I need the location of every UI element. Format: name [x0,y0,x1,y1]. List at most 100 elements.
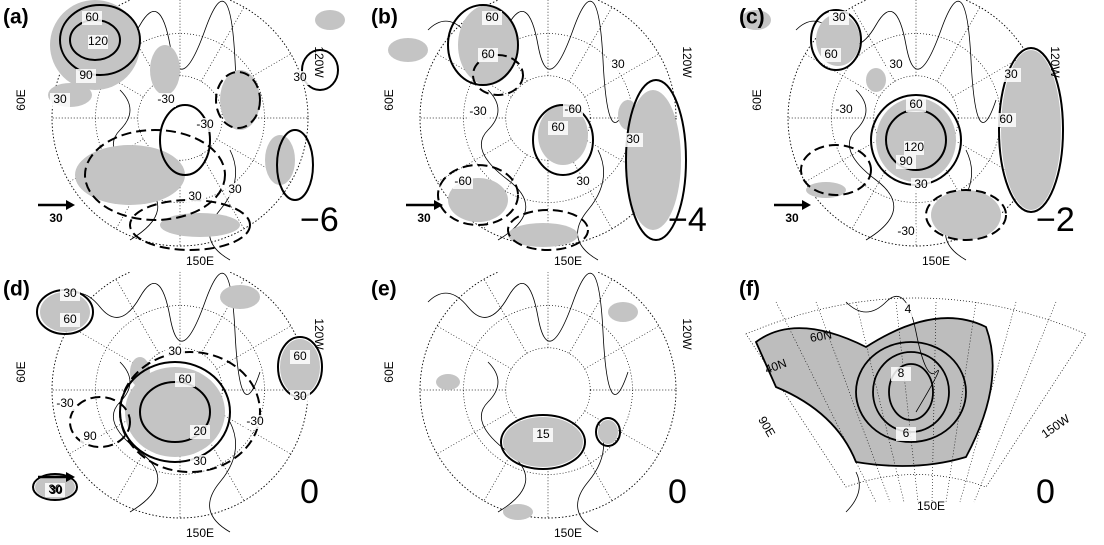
shaded-area [265,135,295,185]
panel-label: (f) [739,278,760,301]
lag-label: −2 [1036,201,1075,239]
coordinate-label: 120W [312,46,326,78]
contour-label: 90 [899,154,913,168]
contour-label: 30 [228,182,242,196]
arrow-head [802,200,811,210]
figure: 601209030-3030-30303060E120W150E(a)−6306… [0,0,1104,545]
coordinate-label: 150W [1039,411,1073,441]
coordinate-label: 120W [680,318,694,350]
shaded-area [150,45,180,95]
contour-label: 30 [168,344,182,358]
meridian [569,279,612,353]
contour-label: 30 [293,389,307,403]
shaded-area [436,374,460,390]
contour-label: 120 [88,34,108,48]
contour-label: -30 [157,92,175,106]
shaded-area [866,68,886,92]
coordinate-label: 120W [312,318,326,350]
coordinate-label: 60E [14,89,28,110]
shaded-area [220,70,260,130]
contour-label: -30 [897,224,915,238]
coordinate-label: 120W [1048,46,1062,78]
map-panel: 3060-3030601209030-30603060E120W150E(c)−… [739,0,1075,268]
shaded-area [160,213,240,237]
contour-label: 30 [576,174,590,188]
contour-label: 60 [824,47,838,61]
coordinate-label: 60E [750,89,764,110]
contour-label: -30 [196,117,214,131]
contour-label: 30 [63,286,77,300]
shaded-area [503,504,533,520]
contour-label: -30 [469,104,487,118]
contour-label: 30 [193,454,207,468]
contour-label: 30 [914,177,928,191]
reference-label: 30 [785,211,799,225]
contour-label: 60 [551,120,565,134]
shaded-area [608,302,638,322]
contour-label: 6 [903,426,910,440]
reference-label: 30 [49,211,63,225]
panel-label: (a) [3,6,29,29]
map-panel: 3060-3060309020-303060303060E120W150E(d)… [3,262,326,540]
meridian [437,411,511,454]
map-body [746,296,1086,512]
coordinate-label: 90E [755,414,778,439]
contour-label: 60 [481,47,495,61]
coordinate-label: 150E [186,254,214,268]
meridian [437,326,511,369]
contour-label: 30 [53,92,67,106]
reference-label: 30 [49,483,63,497]
meridian [437,139,511,182]
lag-label: −6 [300,201,339,239]
contour-label: 15 [536,427,550,441]
lag-label: −4 [668,201,707,239]
contour-label: 30 [626,132,640,146]
contour-label: -30 [835,102,853,116]
contour-label: 60 [485,10,499,24]
shaded-area [315,10,345,30]
contour-label: 30 [1004,67,1018,81]
map-body [420,262,676,532]
map-panel: 48640N60N90E150W150E(f)0 [739,278,1086,514]
panel-label: (c) [739,6,765,29]
meridian [569,7,612,81]
contour-label: 60 [85,10,99,24]
contour-label: 60 [909,97,923,111]
contour-label: -60 [564,102,582,116]
coordinate-label: 150E [186,526,214,540]
shaded-area [598,420,618,444]
contour-label: 30 [611,57,625,71]
contour-label: 4 [905,302,912,316]
arrow-head [66,200,75,210]
latitude-circle [420,262,676,518]
coordinate-label: 150E [554,526,582,540]
coordinate-label: 150E [917,499,945,513]
lag-label: 0 [668,473,687,511]
meridian [585,326,659,369]
meridian [569,155,612,229]
coordinate-label: 60E [382,361,396,382]
contour-label: 60 [178,372,192,386]
contour-label: -30 [56,396,74,410]
contour-label: -60 [454,174,472,188]
contour-label: 30 [832,10,846,24]
coastline [428,273,628,532]
contour [160,105,210,175]
map-body [388,0,686,260]
shaded-area [806,182,846,198]
contour-label: 90 [79,68,93,82]
meridian [69,326,143,369]
lag-label: 0 [1036,473,1055,511]
shaded-area [388,38,428,62]
contour-label: 90 [83,429,97,443]
coordinate-label: 120W [680,46,694,78]
panel-label: (b) [371,6,398,29]
shaded-area [130,357,150,387]
contour-label: -30 [246,414,264,428]
coordinate-label: 60E [382,89,396,110]
contour-label: 30 [188,189,202,203]
panel-label: (d) [3,278,30,301]
